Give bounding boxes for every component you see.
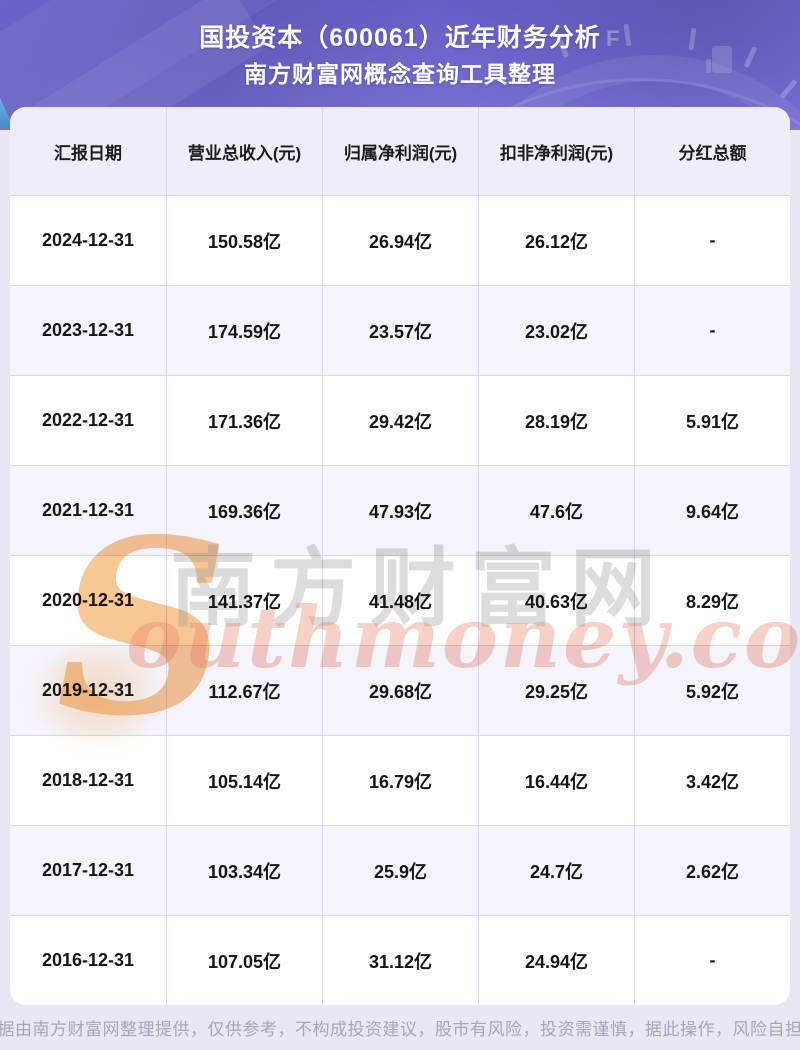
table-row: 2017-12-31 103.34亿 25.9亿 24.7亿 2.62亿 bbox=[10, 825, 790, 915]
table-row: 2020-12-31 141.37亿 41.48亿 40.63亿 8.29亿 bbox=[10, 555, 790, 645]
table-cell: 174.59亿 bbox=[166, 286, 322, 375]
table-cell: 105.14亿 bbox=[166, 736, 322, 825]
table-cell: 41.48亿 bbox=[322, 556, 478, 645]
table-row: 2019-12-31 112.67亿 29.68亿 29.25亿 5.92亿 bbox=[10, 645, 790, 735]
table-cell: 5.91亿 bbox=[634, 376, 790, 465]
table-cell: 171.36亿 bbox=[166, 376, 322, 465]
table-cell: 16.44亿 bbox=[478, 736, 634, 825]
table-cell: 25.9亿 bbox=[322, 826, 478, 915]
table-cell: 28.19亿 bbox=[478, 376, 634, 465]
table-cell: 3.42亿 bbox=[634, 736, 790, 825]
table-row: 2016-12-31 107.05亿 31.12亿 24.94亿 - bbox=[10, 915, 790, 1005]
page-title: 国投资本（600061）近年财务分析 bbox=[199, 24, 601, 52]
table-cell: 23.02亿 bbox=[478, 286, 634, 375]
table-cell: 29.42亿 bbox=[322, 376, 478, 465]
table-row: 2023-12-31 174.59亿 23.57亿 23.02亿 - bbox=[10, 285, 790, 375]
gauge-full-letter: F bbox=[606, 26, 620, 51]
table-cell: 2017-12-31 bbox=[41, 860, 135, 880]
column-header: 归属净利润(元) bbox=[322, 107, 478, 195]
table-cell: 2023-12-31 bbox=[41, 320, 135, 340]
table-row: 2024-12-31 150.58亿 26.94亿 26.12亿 - bbox=[10, 195, 790, 285]
table-cell: 47.6亿 bbox=[478, 466, 634, 555]
fuel-pump-icon bbox=[706, 46, 732, 73]
table-row: 2022-12-31 171.36亿 29.42亿 28.19亿 5.91亿 bbox=[10, 375, 790, 465]
table-cell: 24.7亿 bbox=[478, 826, 634, 915]
table-cell: 150.58亿 bbox=[166, 196, 322, 285]
column-header: 汇报日期 bbox=[54, 143, 122, 163]
table-cell: 23.57亿 bbox=[322, 286, 478, 375]
table-cell: 24.94亿 bbox=[478, 916, 634, 1005]
table-cell: 112.67亿 bbox=[166, 646, 322, 735]
table-cell: 2019-12-31 bbox=[41, 680, 135, 700]
table-cell: 26.12亿 bbox=[478, 196, 634, 285]
table-cell: 2024-12-31 bbox=[41, 230, 135, 250]
table-cell: 26.94亿 bbox=[322, 196, 478, 285]
page-subtitle: 南方财富网概念查询工具整理 bbox=[244, 61, 556, 87]
table-cell: 2016-12-31 bbox=[41, 950, 135, 970]
table-cell: 31.12亿 bbox=[322, 916, 478, 1005]
table-cell: 8.29亿 bbox=[634, 556, 790, 645]
column-header: 扣非净利润(元) bbox=[478, 107, 634, 195]
table-cell: 2021-12-31 bbox=[41, 500, 135, 520]
table-cell: 2.62亿 bbox=[634, 826, 790, 915]
table-cell: - bbox=[634, 286, 790, 375]
table-cell: - bbox=[634, 196, 790, 285]
table-cell: - bbox=[634, 916, 790, 1005]
table-cell: 16.79亿 bbox=[322, 736, 478, 825]
table-row: 2018-12-31 105.14亿 16.79亿 16.44亿 3.42亿 bbox=[10, 735, 790, 825]
table-cell: 169.36亿 bbox=[166, 466, 322, 555]
table-cell: 5.92亿 bbox=[634, 646, 790, 735]
table-cell: 2020-12-31 bbox=[41, 590, 135, 610]
table-body: 2024-12-31 150.58亿 26.94亿 26.12亿 -2023-12-31… bbox=[10, 195, 790, 1005]
table-cell: 141.37亿 bbox=[166, 556, 322, 645]
table-cell: 40.63亿 bbox=[478, 556, 634, 645]
column-header: 分红总额 bbox=[634, 107, 790, 195]
table-header-row: 汇报日期 营业总收入(元) 归属净利润(元) 扣非净利润(元) 分红总额 bbox=[10, 107, 790, 195]
table-cell: 29.68亿 bbox=[322, 646, 478, 735]
disclaimer-text: 数据由南方财富网整理提供，仅供参考，不构成投资建议，股市有风险，投资需谨慎，据此… bbox=[0, 1020, 800, 1039]
table-cell: 47.93亿 bbox=[322, 466, 478, 555]
financial-table: 汇报日期 营业总收入(元) 归属净利润(元) 扣非净利润(元) 分红总额 2024-12… bbox=[10, 107, 790, 1005]
table-cell: 9.64亿 bbox=[634, 466, 790, 555]
table-cell: 2022-12-31 bbox=[41, 410, 135, 430]
column-header: 营业总收入(元) bbox=[166, 107, 322, 195]
table-cell: 29.25亿 bbox=[478, 646, 634, 735]
table-cell: 103.34亿 bbox=[166, 826, 322, 915]
table-row: 2021-12-31 169.36亿 47.93亿 47.6亿 9.64亿 bbox=[10, 465, 790, 555]
table-cell: 2018-12-31 bbox=[41, 770, 135, 790]
table-cell: 107.05亿 bbox=[166, 916, 322, 1005]
